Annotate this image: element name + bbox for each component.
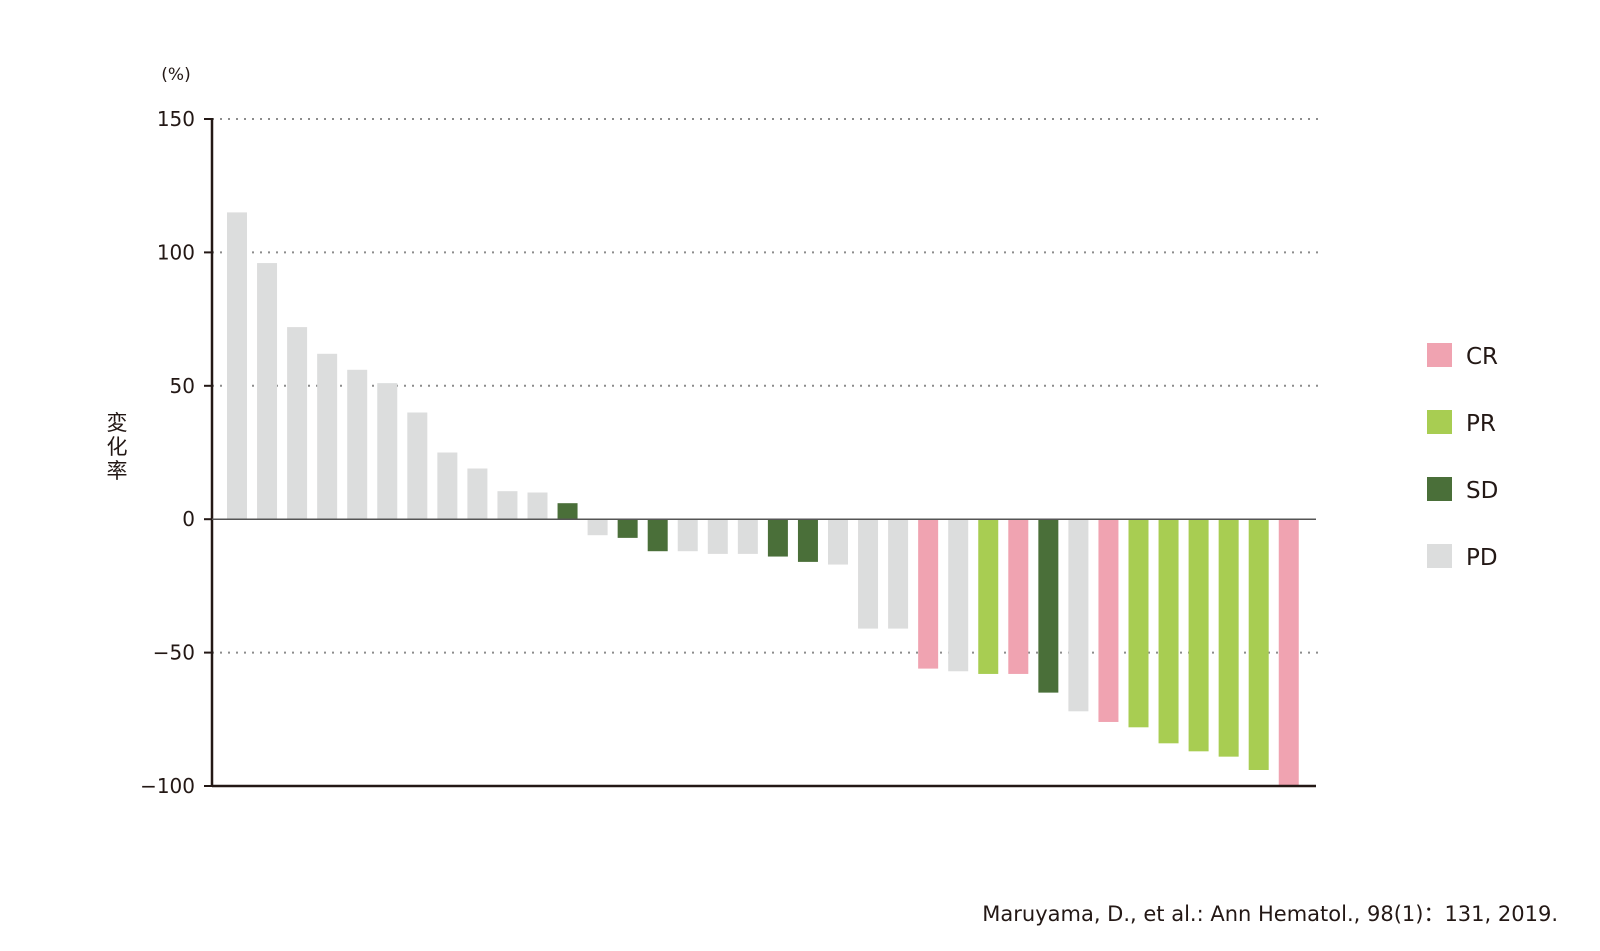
bar-cr <box>1008 519 1029 674</box>
bar-pr <box>1158 519 1179 744</box>
bar-pd <box>527 492 548 520</box>
bar-pd <box>707 519 728 554</box>
bar-pd <box>227 212 247 520</box>
y-tick-label: 100 <box>157 240 195 264</box>
bar-pd <box>377 383 398 520</box>
legend-swatch-pr <box>1427 410 1452 434</box>
bar-pd <box>407 412 428 520</box>
legend: CR PR SD PD <box>1427 343 1498 571</box>
y-axis-label-char: 変 <box>107 411 128 435</box>
axes <box>204 118 1316 788</box>
bar-sd <box>557 503 578 520</box>
y-tick-label: 0 <box>182 507 195 531</box>
y-unit-label: (%) <box>161 65 190 85</box>
bar-pr <box>1188 519 1209 752</box>
bar-pd <box>828 519 848 565</box>
bar-pr <box>1218 519 1239 757</box>
bar-pd <box>317 353 338 520</box>
y-tick-labels: 150 100 50 0 −50 −100 <box>140 107 195 798</box>
source-citation: Maruyama, D., et al.: Ann Hematol., 98(1… <box>982 902 1558 926</box>
legend-label-cr: CR <box>1466 344 1498 370</box>
bar-cr <box>918 519 939 669</box>
legend-label-pd: PD <box>1466 545 1498 571</box>
bar-pd <box>347 369 368 520</box>
bar-pd <box>257 263 278 520</box>
bar-pd <box>437 452 458 520</box>
bar-pd <box>677 519 698 552</box>
y-tick-label: −100 <box>140 774 195 798</box>
y-tick-label: −50 <box>153 641 195 665</box>
bar-pd <box>858 519 879 629</box>
bar-pr <box>1128 519 1149 728</box>
bar-pd <box>287 327 308 520</box>
bar-pd <box>737 519 758 554</box>
bar-sd <box>617 519 638 538</box>
bar-cr <box>1098 519 1119 722</box>
y-axis-label-char: 化 <box>107 435 128 459</box>
legend-swatch-sd <box>1427 477 1452 501</box>
y-axis-label-char: 率 <box>107 459 128 483</box>
bar-sd <box>767 519 788 557</box>
bar-sd <box>647 519 668 552</box>
bar-pd <box>497 491 518 520</box>
bar-pd <box>948 519 969 672</box>
bar-pr <box>1248 519 1269 770</box>
legend-label-pr: PR <box>1466 411 1496 437</box>
legend-swatch-cr <box>1427 343 1452 367</box>
legend-label-sd: SD <box>1466 478 1498 504</box>
y-tick-label: 50 <box>170 374 195 398</box>
bar-pd <box>587 519 608 536</box>
y-axis-label: 変化率 <box>107 411 128 483</box>
bars <box>227 212 1299 786</box>
bar-cr <box>1278 519 1299 786</box>
bar-sd <box>797 519 818 562</box>
bar-pd <box>467 468 488 520</box>
bar-pr <box>978 519 999 674</box>
legend-swatch-pd <box>1427 544 1452 568</box>
bar-pd <box>1068 519 1089 712</box>
bar-pd <box>888 519 909 629</box>
bar-sd <box>1038 519 1059 693</box>
y-tick-label: 150 <box>157 107 195 131</box>
